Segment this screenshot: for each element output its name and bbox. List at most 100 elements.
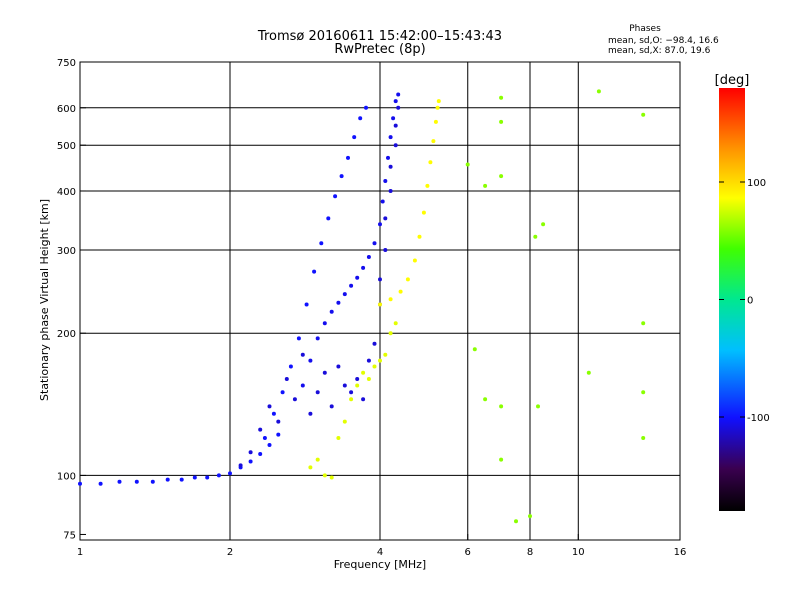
echo-point [396, 105, 401, 110]
echo-point [336, 364, 341, 369]
stats-o-mode: mean, sd,O: −98.4, 16.6 [608, 36, 719, 46]
echo-points [78, 89, 646, 524]
stats-x-mode: mean, sd,X: 87.0, 19.6 [608, 46, 711, 56]
echo-point [596, 89, 601, 94]
echo-point [398, 289, 403, 294]
echo-point [433, 119, 438, 124]
echo-point [361, 370, 366, 375]
echo-point [499, 457, 504, 462]
echo-point [378, 222, 382, 227]
echo-point [499, 174, 504, 179]
echo-point [472, 347, 477, 352]
echo-point [378, 302, 382, 307]
echo-point [315, 336, 320, 341]
echo-point [315, 390, 320, 395]
echo-point [435, 105, 440, 110]
echo-point [358, 116, 363, 121]
echo-point [280, 390, 285, 395]
x-tick-label: 8 [527, 547, 533, 558]
y-tick-label: 600 [57, 104, 76, 115]
echo-point [315, 457, 320, 462]
echo-point [329, 309, 334, 314]
echo-point [267, 443, 272, 447]
echo-point [366, 358, 371, 363]
echo-point [284, 377, 289, 381]
echo-point [536, 404, 540, 409]
echo-point [326, 216, 331, 221]
colorbar-ticks: -100 0 100 [719, 178, 770, 424]
grid-lines [80, 62, 680, 540]
echo-point [228, 471, 232, 476]
echo-point [361, 265, 366, 270]
echo-point [216, 473, 221, 478]
echo-point [339, 174, 344, 179]
stats-heading: Phases [629, 24, 661, 34]
echo-point [499, 95, 504, 100]
echo-point [329, 404, 334, 409]
x-axis-label: Frequency [MHz] [334, 558, 426, 571]
echo-point [388, 164, 393, 169]
echo-point [393, 123, 398, 128]
echo-point [383, 352, 388, 357]
y-tick-label: 400 [57, 187, 76, 198]
echo-point [417, 234, 422, 239]
y-tick-label: 300 [57, 246, 76, 257]
echo-point [258, 427, 263, 432]
echo-point [541, 222, 546, 227]
y-tick-label: 500 [57, 141, 76, 152]
echo-point [205, 475, 210, 480]
echo-point [366, 377, 371, 381]
echo-point [276, 432, 281, 437]
x-tick-label: 2 [227, 547, 233, 558]
y-tick-label: 750 [57, 58, 76, 69]
echo-point [312, 269, 317, 274]
echo-point [165, 477, 170, 482]
echo-point [262, 436, 267, 440]
echo-point [267, 404, 272, 409]
echo-point [499, 404, 504, 409]
colorbar-tick-label: 100 [747, 178, 766, 189]
echo-point [349, 397, 354, 402]
echo-point [349, 390, 354, 395]
echo-point [393, 143, 398, 148]
echo-point [393, 99, 398, 104]
echo-point [431, 139, 436, 144]
echo-point [322, 321, 327, 326]
echo-point [342, 419, 347, 424]
echo-point [78, 481, 82, 486]
echo-point [388, 331, 393, 336]
echo-point [499, 119, 504, 124]
echo-point [349, 283, 354, 288]
x-tick-label: 10 [572, 547, 585, 558]
echo-point [421, 210, 426, 215]
chart-title: Tromsø 20160611 15:42:00–15:43:43 [257, 29, 502, 44]
colorbar-tick-label: 0 [747, 296, 753, 307]
x-tick-label: 6 [465, 547, 471, 558]
y-axis-label: Stationary phase Virtual Height [km] [38, 199, 51, 401]
y-tick-label: 200 [57, 329, 76, 340]
echo-point [528, 514, 532, 519]
echo-point [179, 477, 184, 482]
echo-point [364, 105, 368, 110]
y-tick-label: 75 [63, 530, 76, 541]
echo-point [322, 473, 327, 478]
echo-point [276, 419, 281, 424]
echo-point [271, 411, 276, 416]
x-tick-label: 4 [377, 547, 383, 558]
echo-point [391, 116, 396, 121]
echo-point [300, 352, 305, 357]
echo-point [372, 341, 377, 346]
x-tick-label: 16 [674, 547, 687, 558]
echo-point [393, 321, 398, 326]
echo-point [117, 479, 122, 484]
y-tick-label: 100 [57, 471, 76, 482]
echo-point [336, 300, 341, 305]
echo-point [292, 397, 297, 402]
echo-point [248, 459, 253, 464]
echo-point [150, 479, 155, 484]
echo-point [436, 99, 441, 104]
echo-point [372, 364, 377, 369]
echo-point [342, 292, 347, 297]
echo-point [329, 475, 334, 480]
echo-point [134, 479, 139, 484]
